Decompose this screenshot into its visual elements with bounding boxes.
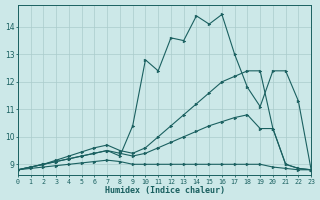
X-axis label: Humidex (Indice chaleur): Humidex (Indice chaleur) (105, 186, 225, 195)
